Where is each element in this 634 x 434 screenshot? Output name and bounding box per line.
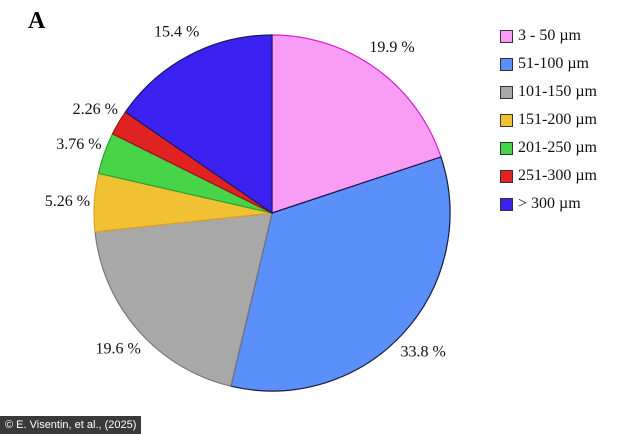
legend-label: 51-100 µm [518, 55, 589, 72]
legend-item: 151-200 µm [500, 106, 597, 134]
legend-swatch [500, 57, 513, 71]
slice-label: 5.26 % [45, 193, 90, 210]
legend-label: > 300 µm [518, 195, 581, 212]
image-credit: © E. Visentin, et al., (2025) [0, 416, 142, 434]
legend-item: 101-150 µm [500, 78, 597, 106]
pie-slice-6 [124, 34, 273, 215]
legend-item: > 300 µm [500, 190, 597, 218]
pie-slice-2 [94, 212, 273, 387]
slice-label: 33.8 % [400, 344, 445, 361]
slice-label: 3.76 % [56, 136, 101, 153]
slice-label: 19.9 % [369, 39, 414, 56]
legend-label: 151-200 µm [518, 111, 597, 128]
slice-label: 2.26 % [73, 101, 118, 118]
legend-item: 3 - 50 µm [500, 22, 597, 50]
legend: 3 - 50 µm 51-100 µm 101-150 µm 151-200 µm 20… [500, 22, 597, 218]
slice-label: 15.4 % [154, 24, 199, 41]
legend-swatch [500, 85, 513, 99]
pie-slice-1 [230, 156, 451, 392]
legend-swatch [500, 141, 513, 155]
legend-item: 201-250 µm [500, 134, 597, 162]
legend-swatch [500, 113, 513, 127]
legend-item: 251-300 µm [500, 162, 597, 190]
legend-label: 251-300 µm [518, 167, 597, 184]
pie-slice-0 [271, 34, 442, 214]
legend-label: 101-150 µm [518, 83, 597, 100]
legend-item: 51-100 µm [500, 50, 597, 78]
panel-label: A [28, 8, 46, 34]
legend-label: 3 - 50 µm [518, 27, 581, 44]
legend-swatch [500, 169, 513, 183]
legend-swatch [500, 197, 513, 211]
slice-label: 19.6 % [95, 340, 140, 357]
legend-label: 201-250 µm [518, 139, 597, 156]
legend-swatch [500, 29, 513, 43]
